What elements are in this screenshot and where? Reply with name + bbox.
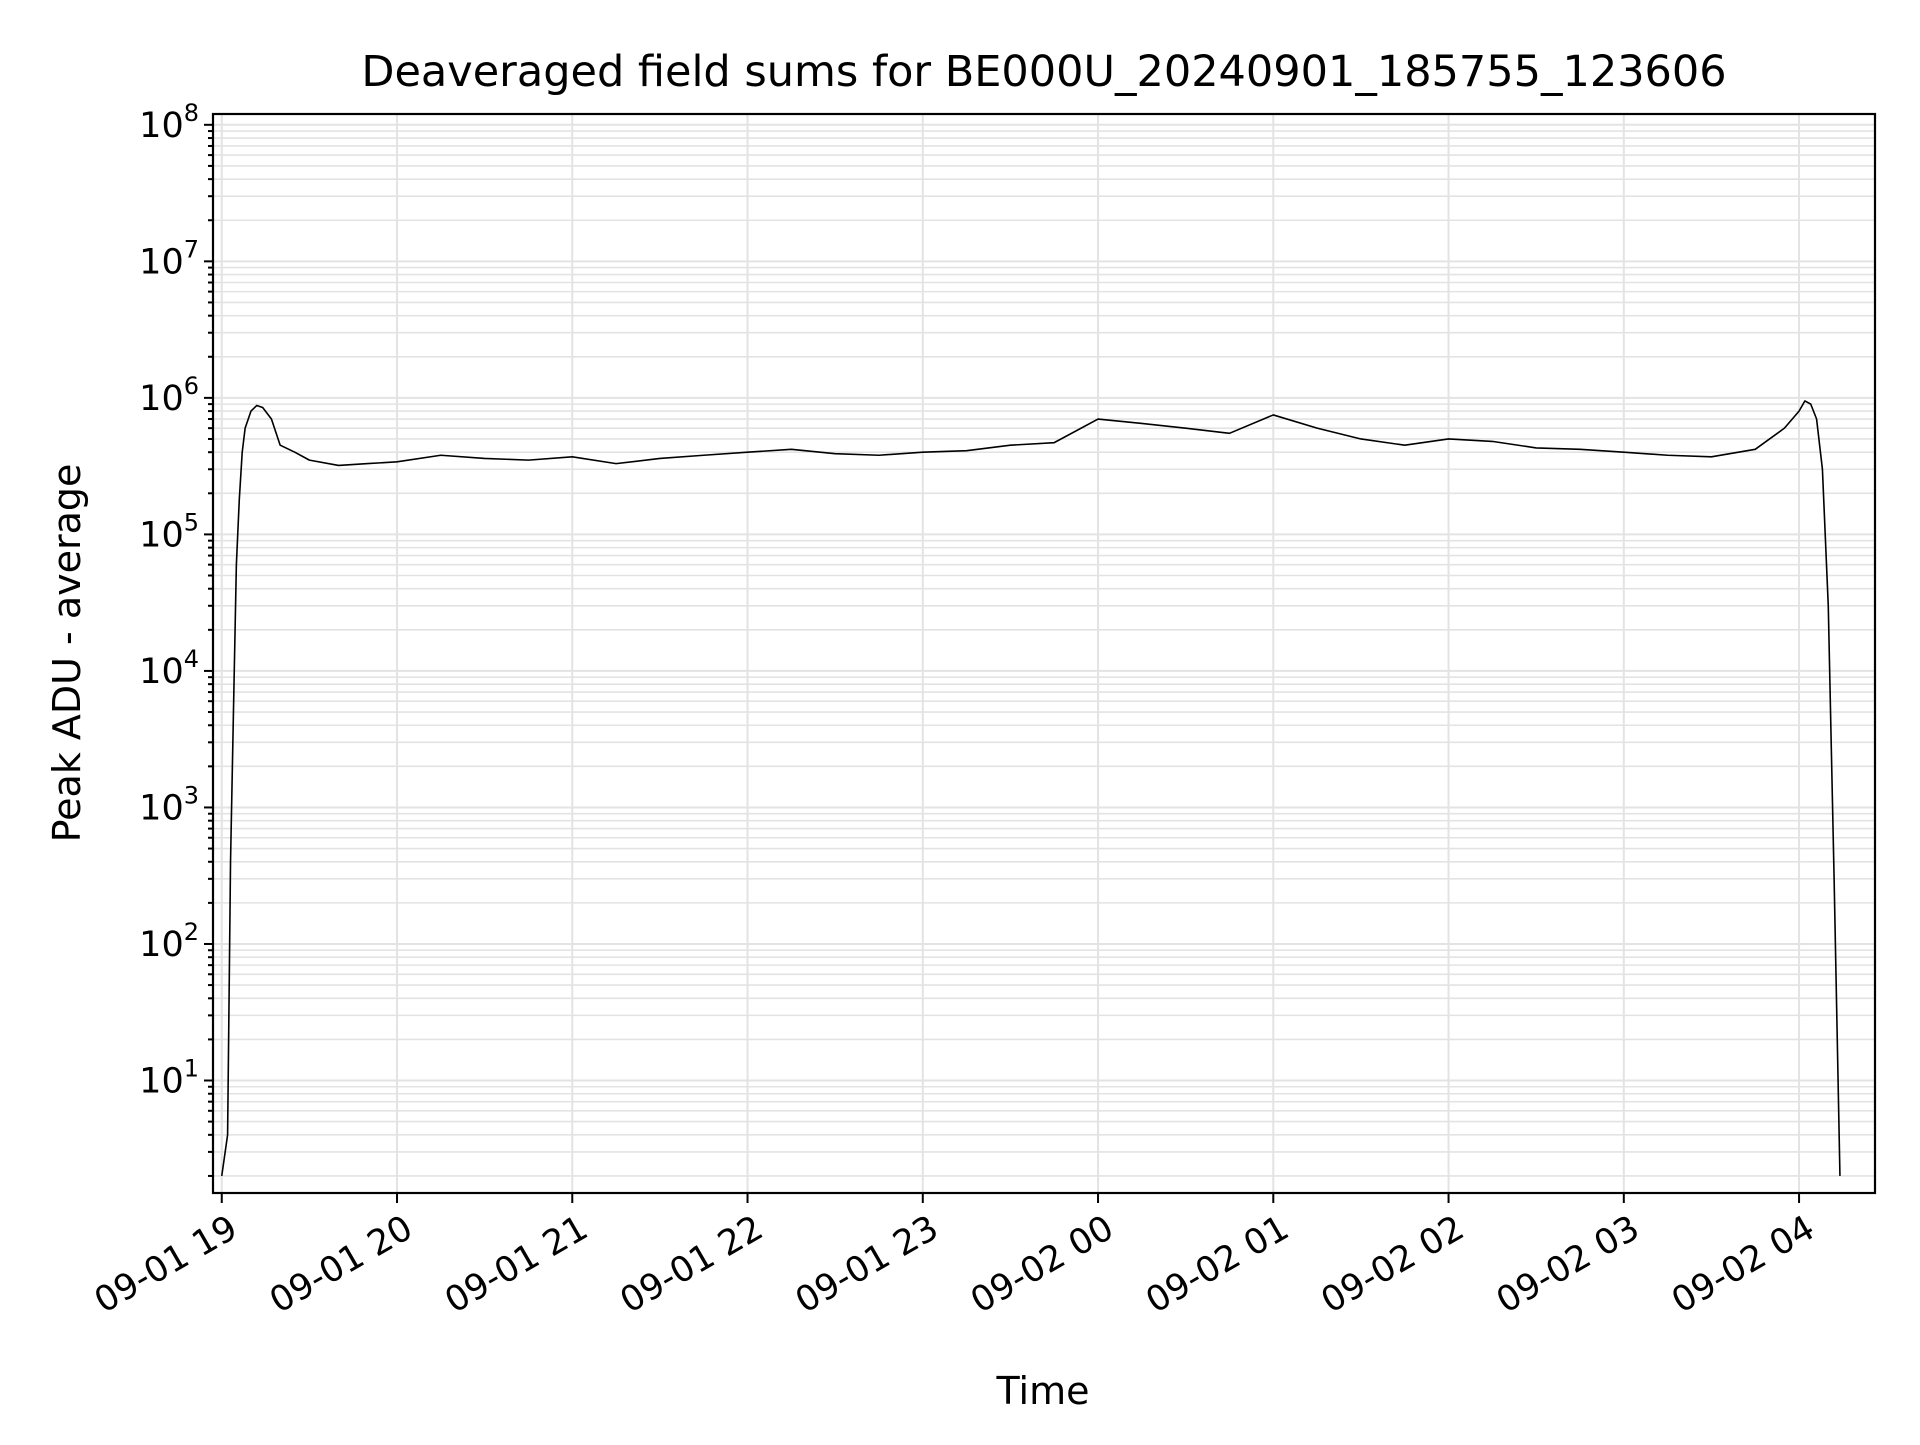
plot-frame <box>211 112 1877 1195</box>
y-tick-label: 106 <box>139 372 199 419</box>
y-tick-label: 103 <box>139 781 199 828</box>
grid <box>213 114 1875 1193</box>
plot-area <box>213 114 1875 1193</box>
y-tick-label: 107 <box>139 235 199 282</box>
y-axis-label: Peak ADU - average <box>45 464 89 843</box>
y-tick-label: 102 <box>139 918 199 965</box>
y-tick-label: 104 <box>139 645 199 692</box>
y-tick-label: 105 <box>139 508 199 555</box>
chart-title: Deaveraged field sums for BE000U_2024090… <box>361 47 1726 97</box>
x-axis-label: Time <box>996 1369 1090 1413</box>
series-layer <box>220 400 1841 1177</box>
series-line <box>220 400 1841 1177</box>
y-axis: 101 102 103 104 105 106 107 108 <box>139 99 213 1177</box>
y-tick-label: 101 <box>139 1055 199 1102</box>
y-tick-label: 108 <box>139 99 199 146</box>
